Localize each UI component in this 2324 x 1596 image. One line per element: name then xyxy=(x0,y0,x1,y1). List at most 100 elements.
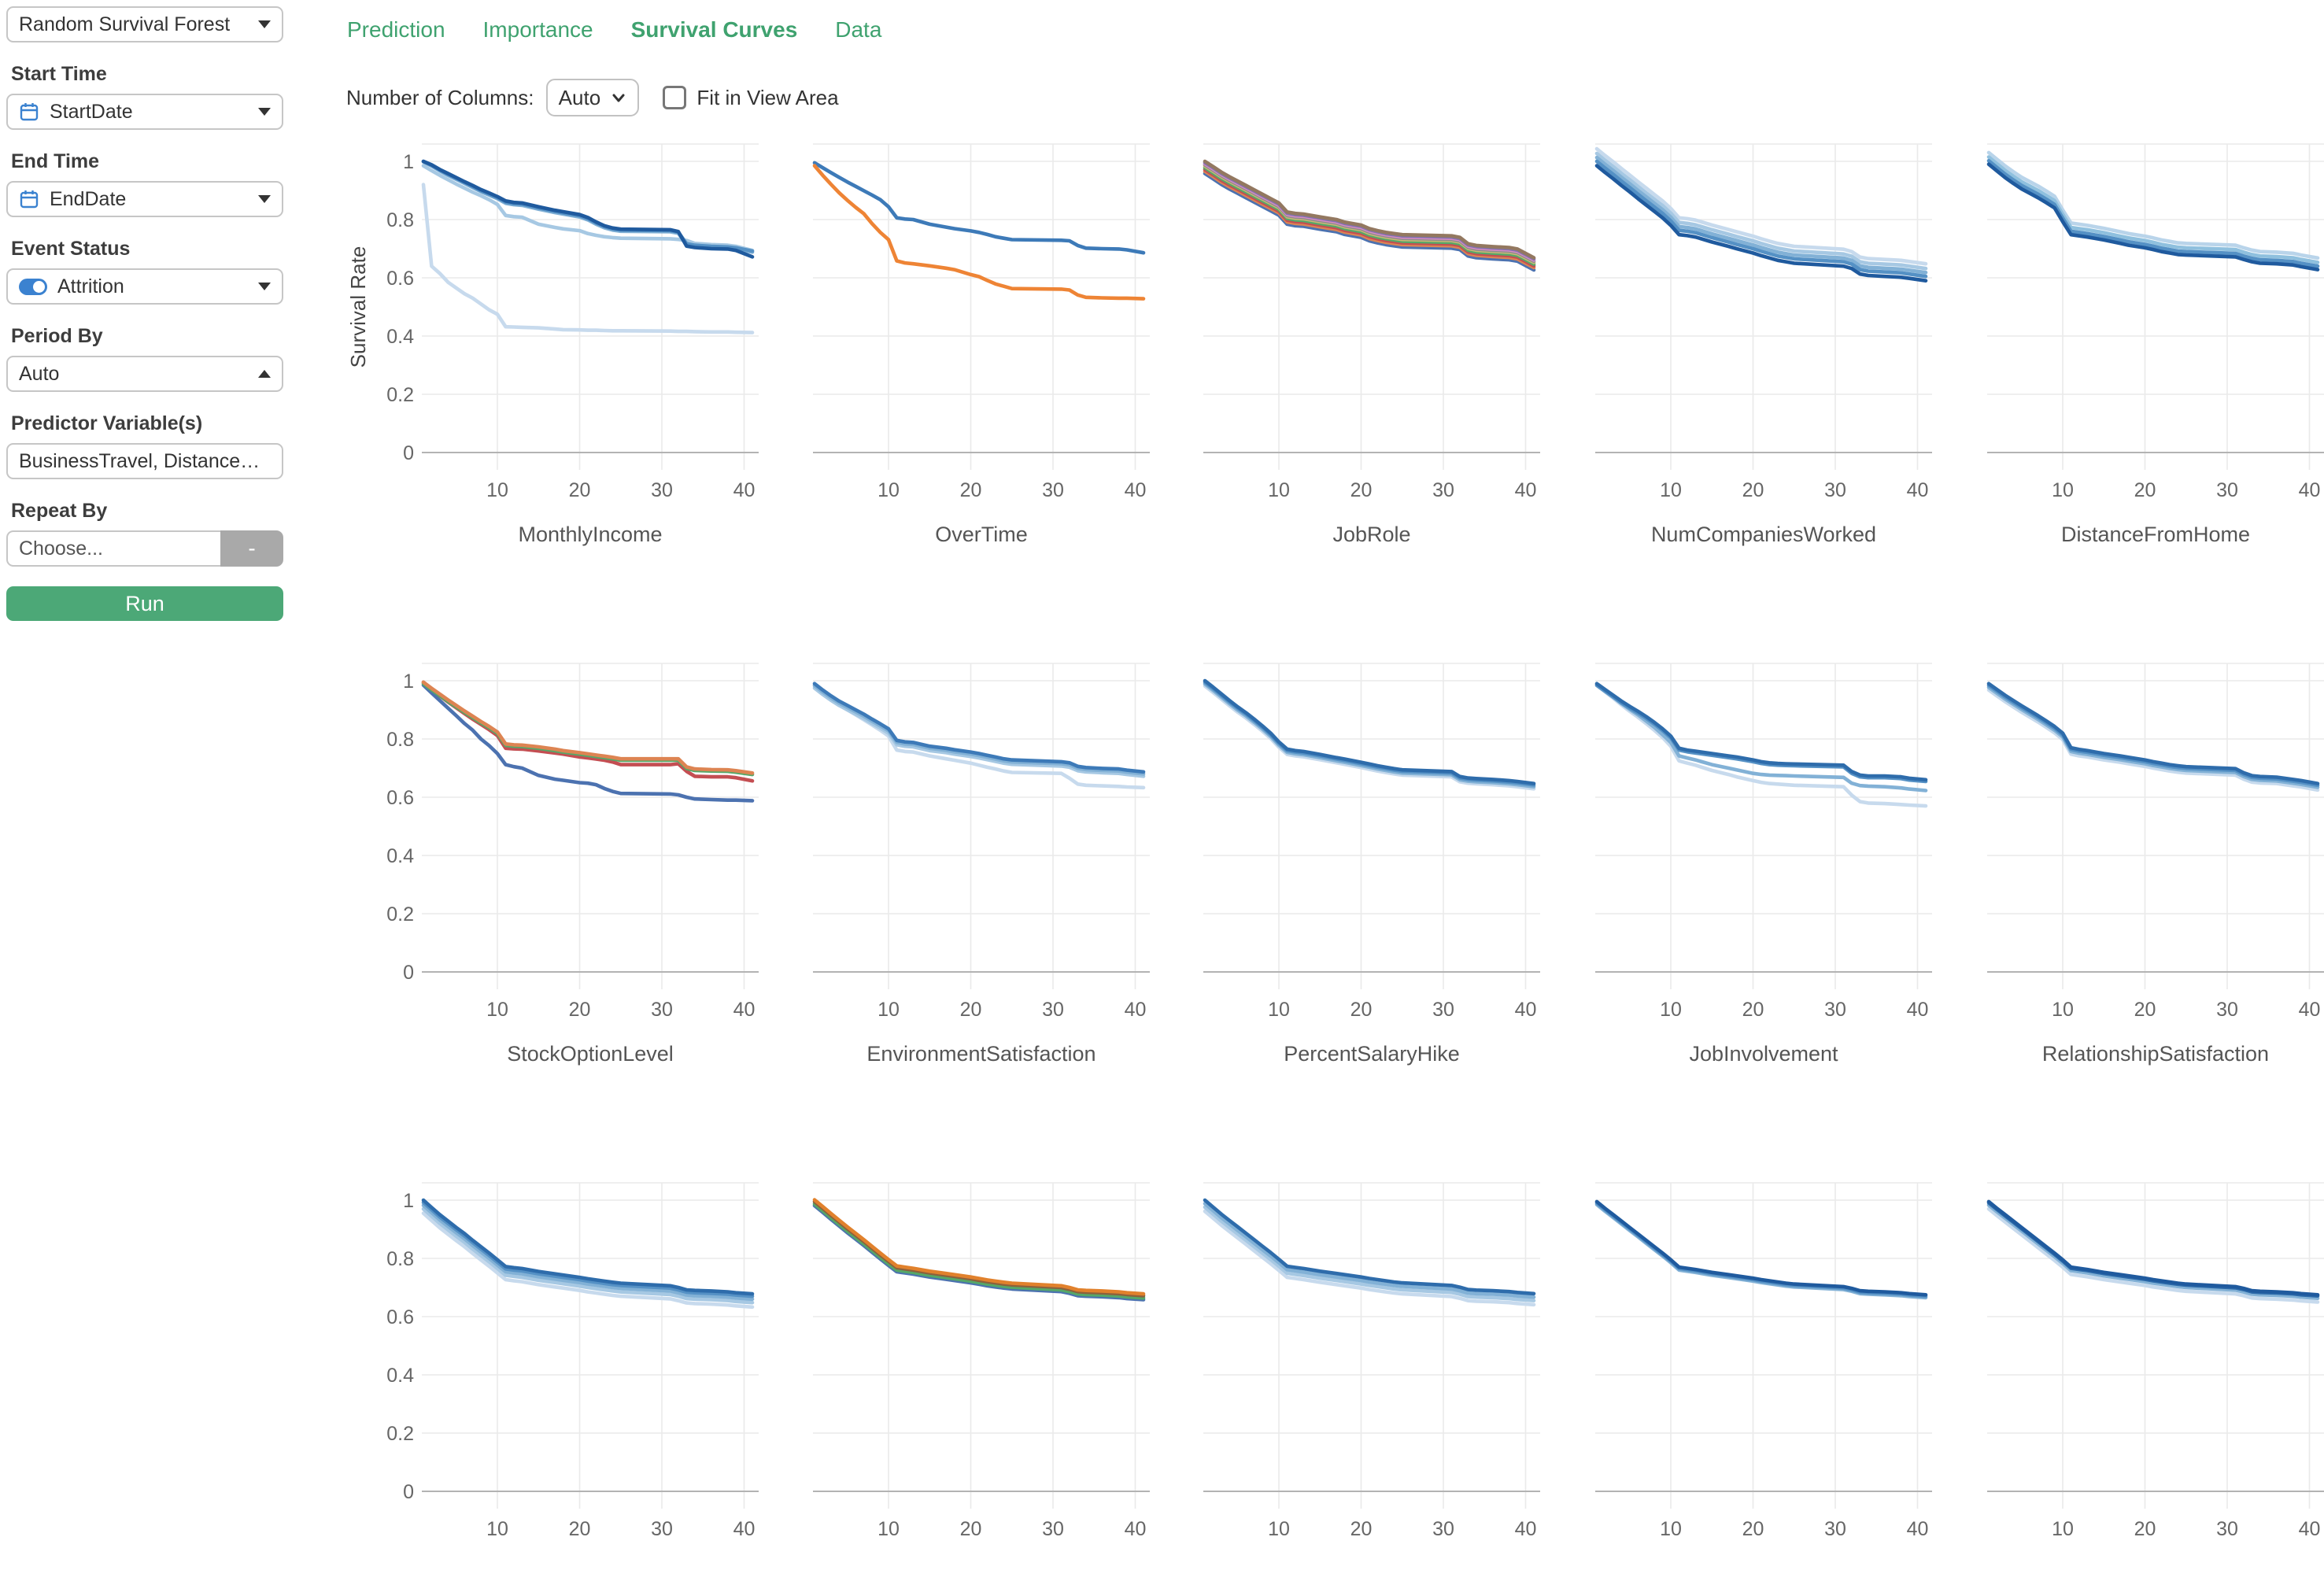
svg-text:20: 20 xyxy=(2134,1518,2156,1540)
chart-canvas: 10 20 30 40 xyxy=(812,1182,1150,1540)
svg-text:30: 30 xyxy=(1432,999,1454,1021)
calendar-icon xyxy=(19,189,39,209)
tab-prediction[interactable]: Prediction xyxy=(347,17,445,42)
svg-text:OverTime: OverTime xyxy=(935,523,1028,546)
svg-text:10: 10 xyxy=(486,999,508,1021)
tab-data[interactable]: Data xyxy=(835,17,882,42)
chart-canvas: 10 20 30 40 1 0.8 0.6 0.4 0.2 0 StockOptionLevel xyxy=(386,663,759,1066)
remove-repeat-button[interactable]: - xyxy=(220,530,283,567)
chart-canvas: 10 20 30 40 PercentSalaryHike xyxy=(1203,663,1540,1066)
chevron-up-icon xyxy=(258,370,271,378)
start-time-label: Start Time xyxy=(11,63,107,85)
svg-text:30: 30 xyxy=(2216,999,2238,1021)
svg-text:20: 20 xyxy=(2134,999,2156,1021)
start-time-select[interactable]: StartDate xyxy=(6,94,283,130)
model-select[interactable]: Random Survival Forest xyxy=(6,6,283,42)
columns-select[interactable]: Auto xyxy=(546,79,640,116)
svg-text:20: 20 xyxy=(960,1518,982,1540)
svg-text:0.2: 0.2 xyxy=(386,1423,414,1445)
survival-curve-chart-distancefromhome: 10 20 30 40 DistanceFromHome xyxy=(1986,143,2324,553)
sidebar: Random Survival Forest Start Time StartD… xyxy=(6,6,283,621)
chart-canvas: 10 20 30 40 RelationshipSatisfaction xyxy=(1986,663,2324,1066)
svg-text:20: 20 xyxy=(569,479,591,501)
svg-text:40: 40 xyxy=(1515,999,1537,1021)
svg-text:10: 10 xyxy=(878,1518,900,1540)
svg-text:40: 40 xyxy=(1907,1518,1929,1540)
svg-text:20: 20 xyxy=(1350,999,1373,1021)
chevron-down-icon xyxy=(258,195,271,203)
svg-text:RelationshipSatisfaction: RelationshipSatisfaction xyxy=(2042,1042,2269,1066)
svg-text:20: 20 xyxy=(960,999,982,1021)
survival-curves-grid: 10 20 30 40 1 0.8 0.6 0.4 0.2 0 Survival Rate Month… xyxy=(346,143,2324,1540)
event-status-select[interactable]: Attrition xyxy=(6,268,283,305)
period-by-label: Period By xyxy=(11,325,103,347)
svg-text:30: 30 xyxy=(1042,479,1064,501)
calendar-icon xyxy=(19,102,39,122)
svg-text:10: 10 xyxy=(878,479,900,501)
svg-text:10: 10 xyxy=(1660,479,1682,501)
survival-curve-chart-percentsalaryhike: 10 20 30 40 PercentSalaryHike xyxy=(1203,663,1540,1073)
svg-text:1: 1 xyxy=(403,1190,414,1212)
svg-text:JobRole: JobRole xyxy=(1332,523,1410,546)
svg-text:30: 30 xyxy=(1432,1518,1454,1540)
chart-canvas: 10 20 30 40 DistanceFromHome xyxy=(1986,143,2324,546)
svg-text:30: 30 xyxy=(651,999,673,1021)
chevron-down-icon xyxy=(258,108,271,116)
chart-canvas: 10 20 30 40 1 0.8 0.6 0.4 0.2 0 xyxy=(386,1182,759,1540)
svg-text:40: 40 xyxy=(1125,1518,1147,1540)
repeat-by-input[interactable]: Choose... xyxy=(6,530,220,567)
svg-text:20: 20 xyxy=(1350,479,1373,501)
svg-text:30: 30 xyxy=(651,479,673,501)
svg-text:30: 30 xyxy=(1824,999,1846,1021)
survival-curve-chart-row3-col4: 10 20 30 40 xyxy=(1594,1182,1932,1592)
chevron-down-icon xyxy=(258,283,271,290)
end-time-label: End Time xyxy=(11,150,100,172)
survival-curve-chart-row3-col3: 10 20 30 40 xyxy=(1203,1182,1540,1592)
chart-canvas: 10 20 30 40 EnvironmentSatisfaction xyxy=(812,663,1150,1066)
survival-curve-chart-environmentsatisfaction: 10 20 30 40 EnvironmentSatisfaction xyxy=(812,663,1150,1073)
chart-canvas: 10 20 30 40 OverTime xyxy=(812,143,1150,546)
svg-text:30: 30 xyxy=(1432,479,1454,501)
svg-text:30: 30 xyxy=(1042,999,1064,1021)
chart-canvas: 10 20 30 40 xyxy=(1986,1182,2324,1540)
fit-in-view-checkbox[interactable] xyxy=(663,86,687,109)
svg-text:0.8: 0.8 xyxy=(386,209,414,231)
fit-in-view-label: Fit in View Area xyxy=(696,85,839,109)
svg-text:10: 10 xyxy=(1268,1518,1290,1540)
tab-survival-curves[interactable]: Survival Curves xyxy=(630,17,798,42)
svg-text:10: 10 xyxy=(1268,999,1290,1021)
end-time-select[interactable]: EndDate xyxy=(6,181,283,217)
svg-text:NumCompaniesWorked: NumCompaniesWorked xyxy=(1651,523,1876,546)
svg-text:10: 10 xyxy=(2052,1518,2074,1540)
event-status-label: Event Status xyxy=(11,238,131,260)
svg-text:20: 20 xyxy=(1742,1518,1764,1540)
predictor-input[interactable]: BusinessTravel, DistanceFr… xyxy=(6,443,283,479)
survival-curve-chart-row3-col1: 10 20 30 40 1 0.8 0.6 0.4 0.2 0 xyxy=(386,1182,759,1592)
survival-curve-chart-row3-col5: 10 20 30 40 xyxy=(1986,1182,2324,1592)
svg-text:10: 10 xyxy=(2052,479,2074,501)
run-button[interactable]: Run xyxy=(6,586,283,621)
svg-text:0: 0 xyxy=(403,962,414,984)
svg-text:10: 10 xyxy=(1660,999,1682,1021)
chart-canvas: 10 20 30 40 JobRole xyxy=(1203,143,1540,546)
svg-text:40: 40 xyxy=(1125,999,1147,1021)
svg-text:10: 10 xyxy=(1660,1518,1682,1540)
survival-curve-chart-jobrole: 10 20 30 40 JobRole xyxy=(1203,143,1540,553)
survival-curve-chart-row3-col2: 10 20 30 40 xyxy=(812,1182,1150,1592)
svg-text:40: 40 xyxy=(1515,479,1537,501)
chart-canvas: 10 20 30 40 xyxy=(1594,1182,1932,1540)
svg-text:0.2: 0.2 xyxy=(386,903,414,925)
svg-text:EnvironmentSatisfaction: EnvironmentSatisfaction xyxy=(866,1042,1095,1066)
svg-text:0.8: 0.8 xyxy=(386,1248,414,1270)
survival-curve-chart-jobinvolvement: 10 20 30 40 JobInvolvement xyxy=(1594,663,1932,1073)
svg-text:10: 10 xyxy=(2052,999,2074,1021)
period-by-select[interactable]: Auto xyxy=(6,356,283,392)
svg-text:40: 40 xyxy=(1125,479,1147,501)
svg-text:40: 40 xyxy=(733,1518,756,1540)
tab-importance[interactable]: Importance xyxy=(482,17,593,42)
svg-text:40: 40 xyxy=(733,479,756,501)
svg-text:0.6: 0.6 xyxy=(386,268,414,290)
svg-text:DistanceFromHome: DistanceFromHome xyxy=(2061,523,2250,546)
svg-text:Survival Rate: Survival Rate xyxy=(346,246,370,368)
svg-text:30: 30 xyxy=(2216,1518,2238,1540)
